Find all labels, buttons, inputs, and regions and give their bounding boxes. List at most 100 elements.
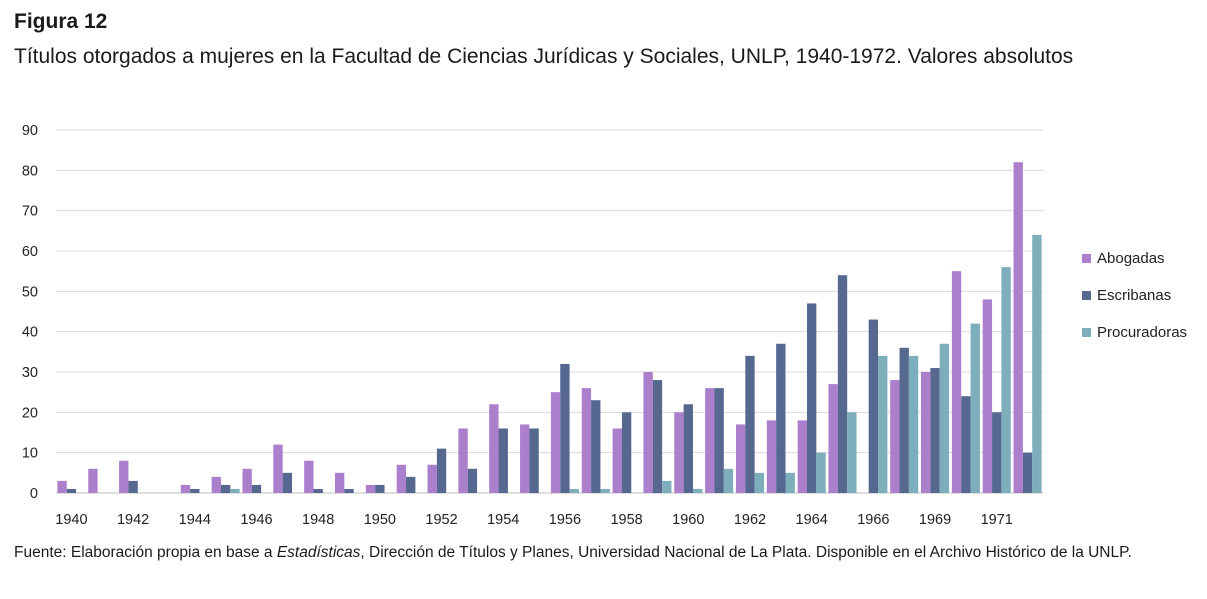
x-tick-label: 1950 (364, 512, 396, 528)
y-tick-label: 80 (22, 163, 38, 179)
bar-chart: 0 10 20 30 40 50 60 70 80 90 1940 1942 1944 1946 1948… (22, 123, 1187, 528)
y-tick-label: 90 (22, 123, 38, 139)
bar-escribanas-1948 (313, 488, 323, 493)
bar-abogadas-1946 (242, 468, 252, 493)
bar-abogadas-1945 (211, 476, 221, 493)
bar-escribanas-1960 (683, 404, 693, 493)
bar-abogadas-1964 (797, 420, 807, 493)
bar-abogadas-1969 (921, 372, 931, 493)
bar-escribanas-1942 (128, 480, 138, 493)
bar-abogadas-1962 (735, 424, 746, 493)
bar-procuradoras-1969 (939, 343, 950, 493)
bar-abogadas-1952 (427, 464, 437, 493)
bar-abogadas-1961 (705, 388, 715, 493)
bar-abogadas-1954 (489, 404, 499, 493)
bar-procuradoras-1961 (723, 468, 734, 493)
bar-escribanas-1951 (406, 476, 416, 493)
source-suffix: , Dirección de Títulos y Planes, Univers… (360, 544, 1132, 561)
x-tick-label: 1964 (796, 512, 828, 528)
bar-abogadas-1967 (890, 380, 900, 493)
bar-procuradoras-1970 (970, 323, 980, 493)
bar-abogadas-1941 (88, 468, 98, 493)
bar-escribanas-1959 (652, 380, 663, 493)
bar-procuradoras-1959 (662, 480, 672, 493)
y-tick-label: 70 (22, 204, 38, 220)
bar-abogadas-1951 (396, 464, 407, 493)
bar-abogadas-1947 (273, 444, 283, 493)
x-tick-label: 1971 (981, 512, 1013, 528)
legend-label-procuradoras: Procuradoras (1097, 324, 1187, 341)
bar-escribanas-1969 (930, 367, 940, 493)
bar-escribanas-1950 (375, 484, 385, 493)
bar-procuradoras-1962 (754, 472, 765, 493)
bar-escribanas-1952 (436, 448, 447, 493)
y-tick-label: 50 (22, 284, 38, 300)
legend-swatch-escribanas (1082, 291, 1091, 300)
x-axis: 1940 1942 1944 1946 1948 1950 1952 1954 1956 1958… (55, 512, 1013, 528)
bar-escribanas-1965 (837, 275, 848, 493)
x-tick-label: 1956 (549, 512, 581, 528)
bar-abogadas-1942 (119, 460, 129, 493)
bar-procuradoras-1960 (692, 488, 703, 493)
bar-escribanas-1949 (344, 488, 354, 493)
x-tick-label: 1954 (487, 512, 519, 528)
bar-escribanas-1963 (776, 343, 786, 493)
bar-abogadas-1956 (550, 392, 561, 493)
bar-escribanas-1967 (899, 347, 909, 493)
y-tick-label: 40 (22, 325, 38, 341)
bar-abogadas-1944 (180, 484, 191, 493)
bar-abogadas-1940 (57, 480, 67, 493)
bar-escribanas-1962 (745, 355, 755, 493)
bar-escribanas-1970 (961, 396, 971, 493)
source-prefix: Fuente: Elaboración propia en base a (14, 544, 277, 561)
bar-abogadas-1970 (951, 271, 962, 493)
x-tick-label: 1969 (919, 512, 951, 528)
bar-escribanas-1953 (467, 468, 478, 493)
x-tick-label: 1962 (734, 512, 766, 528)
bar-procuradoras-1956 (569, 488, 579, 493)
x-tick-label: 1960 (672, 512, 704, 528)
x-tick-label: 1966 (857, 512, 889, 528)
bar-abogadas-1971 (982, 299, 993, 493)
bar-escribanas-1957 (591, 400, 601, 493)
legend-label-abogadas: Abogadas (1097, 250, 1165, 267)
bar-procuradoras-1966 (878, 355, 888, 493)
bar-abogadas-1965 (828, 384, 838, 493)
legend: Abogadas Escribanas Procuradoras (1082, 250, 1187, 341)
y-tick-label: 10 (22, 446, 38, 462)
bar-abogadas-1959 (643, 372, 653, 493)
bar-escribanas-1958 (621, 412, 632, 493)
bar-procuradoras-1945 (230, 488, 240, 493)
bar-escribanas-1964 (806, 303, 817, 493)
x-tick-label: 1944 (179, 512, 211, 528)
legend-swatch-abogadas (1082, 254, 1091, 263)
x-tick-label: 1952 (425, 512, 457, 528)
figure-label: Figura 12 (14, 10, 108, 33)
bar-escribanas-1940 (66, 488, 77, 493)
y-axis: 0 10 20 30 40 50 60 70 80 90 (22, 123, 38, 502)
bar-abogadas-1972 (1013, 162, 1023, 493)
bar-abogadas-1960 (674, 412, 684, 493)
bar-escribanas-1955 (529, 428, 539, 493)
x-tick-label: 1948 (302, 512, 334, 528)
bar-escribanas-1954 (498, 428, 508, 493)
source-note: Fuente: Elaboración propia en base a Est… (14, 540, 1184, 565)
x-tick-label: 1940 (55, 512, 87, 528)
bar-abogadas-1948 (304, 460, 314, 493)
bar-escribanas-1956 (560, 363, 570, 493)
bar-abogadas-1963 (766, 420, 777, 493)
bar-abogadas-1957 (581, 388, 592, 493)
bar-abogadas-1950 (365, 484, 376, 493)
bar-escribanas-1946 (251, 484, 262, 493)
bar-escribanas-1947 (282, 472, 293, 493)
bar-procuradoras-1971 (1001, 267, 1011, 493)
chart-title: Títulos otorgados a mujeres en la Facult… (14, 45, 1074, 68)
legend-swatch-procuradoras (1082, 328, 1091, 337)
bar-procuradoras-1957 (600, 488, 610, 493)
bar-abogadas-1949 (334, 472, 345, 493)
bar-abogadas-1958 (612, 428, 622, 493)
bar-procuradoras-1965 (847, 412, 857, 493)
bar-procuradoras-1967 (908, 355, 919, 493)
bars (57, 162, 1042, 493)
bar-escribanas-1944 (190, 488, 200, 493)
